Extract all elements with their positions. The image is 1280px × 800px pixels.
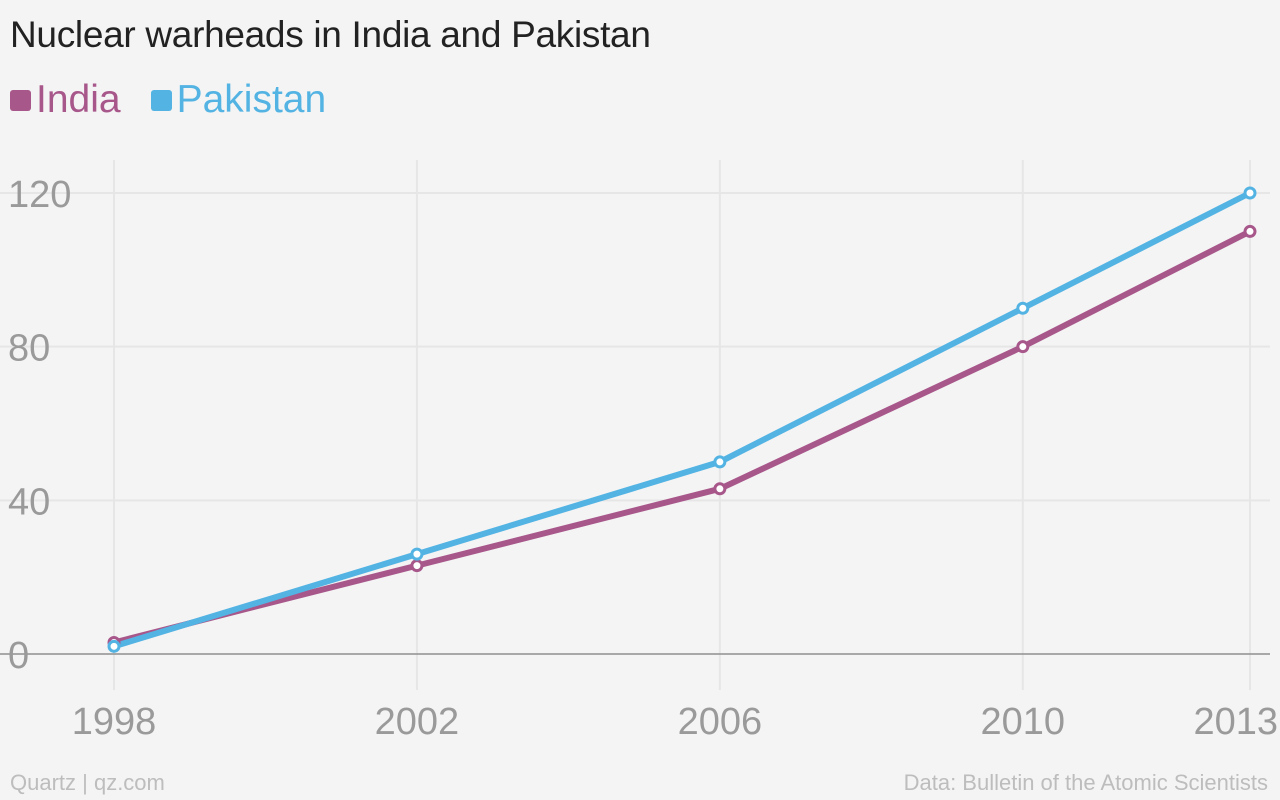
legend-item-india: India	[10, 78, 121, 122]
data-point-india-2010	[1016, 340, 1030, 354]
data-point-india-2006	[713, 482, 727, 496]
series-line-pakistan	[111, 190, 1253, 650]
legend-swatch-pakistan	[150, 89, 172, 111]
data-point-pakistan-2013	[1243, 186, 1257, 200]
x-tick-label-2006: 2006	[678, 701, 763, 743]
data-point-pakistan-2002	[410, 547, 424, 561]
x-tick-label-1998: 1998	[72, 701, 157, 743]
legend-item-pakistan: Pakistan	[150, 78, 327, 122]
chart-legend: India Pakistan	[10, 76, 356, 124]
legend-swatch-india	[10, 89, 31, 111]
y-tick-label-120: 120	[8, 174, 71, 216]
legend-label-india: India	[36, 78, 121, 121]
y-tick-label-0: 0	[8, 635, 29, 677]
y-tick-label-80: 80	[8, 328, 50, 370]
footer-source-left: Quartz | qz.com	[10, 770, 165, 795]
x-tick-label-2013: 2013	[1193, 701, 1278, 743]
y-tick-label-40: 40	[8, 481, 50, 523]
footer-source-right: Data: Bulletin of the Atomic Scientists	[903, 770, 1268, 795]
chart-title: Nuclear warheads in India and Pakistan	[10, 14, 651, 55]
legend-label-pakistan: Pakistan	[176, 78, 327, 121]
x-tick-label-2002: 2002	[375, 701, 460, 743]
data-point-india-2013	[1243, 224, 1257, 238]
data-point-pakistan-1998	[107, 639, 121, 653]
data-point-pakistan-2006	[713, 455, 727, 469]
series-line-india	[111, 228, 1253, 646]
data-point-pakistan-2010	[1016, 301, 1030, 315]
x-tick-label-2010: 2010	[981, 701, 1066, 743]
data-point-india-2002	[410, 559, 424, 573]
